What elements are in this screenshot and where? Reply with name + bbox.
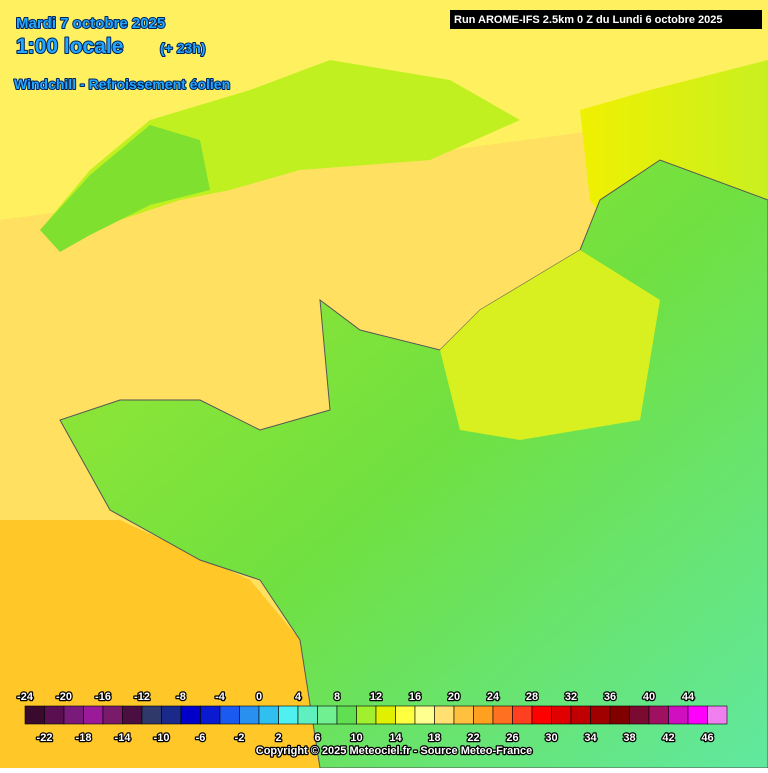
legend-swatch — [83, 705, 104, 725]
date: Mardi 7 octobre 2025 — [16, 15, 165, 32]
legend-label: 14 — [389, 732, 402, 744]
legend-swatch — [531, 705, 552, 725]
legend-label: 22 — [467, 732, 479, 744]
legend-swatch — [122, 705, 143, 725]
legend-swatch — [258, 705, 279, 725]
legend-label: 42 — [662, 732, 674, 744]
legend-label: 4 — [295, 691, 302, 703]
legend-swatch — [512, 705, 533, 725]
parameter: Windchill - Refroissement éolien — [14, 76, 230, 92]
legend-swatch — [375, 705, 396, 725]
legend-label: 20 — [448, 691, 460, 703]
legend-swatch — [629, 705, 650, 725]
legend-swatch — [473, 705, 494, 725]
legend-label: -10 — [154, 732, 170, 744]
legend-swatch — [668, 705, 689, 725]
legend-label: -12 — [134, 691, 150, 703]
legend-swatch — [551, 705, 572, 725]
legend-swatch — [648, 705, 669, 725]
legend-label: 44 — [682, 691, 695, 703]
legend-label: 2 — [275, 732, 281, 744]
legend-label: 16 — [409, 691, 421, 703]
legend-swatch — [434, 705, 455, 725]
cornwall — [40, 125, 210, 252]
time: 1:00 locale — [16, 35, 123, 58]
legend-swatch — [102, 705, 123, 725]
legend-label: 30 — [545, 732, 557, 744]
legend-swatch — [336, 705, 357, 725]
legend-label: -24 — [17, 691, 34, 703]
legend-label: 10 — [350, 732, 362, 744]
legend-label: 38 — [623, 732, 635, 744]
legend-label: 12 — [370, 691, 382, 703]
legend-label: 28 — [526, 691, 538, 703]
legend-swatch — [590, 705, 611, 725]
legend-swatch — [707, 705, 728, 725]
legend-label: -6 — [196, 732, 206, 744]
legend-swatch — [180, 705, 201, 725]
legend-label: 8 — [334, 691, 340, 703]
legend-label: 18 — [428, 732, 440, 744]
legend-label: -22 — [37, 732, 53, 744]
legend-label: -14 — [115, 732, 132, 744]
run-info: Run AROME-IFS 2.5km 0 Z du Lundi 6 octob… — [454, 14, 723, 26]
legend-swatch — [141, 705, 162, 725]
legend-label: -18 — [76, 732, 92, 744]
legend-label: -4 — [215, 691, 226, 703]
legend-label: -20 — [56, 691, 72, 703]
legend-swatch — [297, 705, 318, 725]
legend-label: 36 — [604, 691, 616, 703]
legend-swatch — [609, 705, 630, 725]
legend-swatch — [356, 705, 377, 725]
legend-label: 40 — [643, 691, 655, 703]
legend-swatch — [414, 705, 435, 725]
legend-swatch — [219, 705, 240, 725]
legend-swatch — [317, 705, 338, 725]
legend-swatch — [161, 705, 182, 725]
run-banner — [450, 10, 762, 29]
copyright: Copyright © 2025 Meteociel.fr - Source M… — [256, 745, 532, 757]
legend-label: -8 — [176, 691, 186, 703]
legend-label: -2 — [235, 732, 245, 744]
legend-label: 32 — [565, 691, 577, 703]
legend-label: 46 — [701, 732, 713, 744]
legend-label: 0 — [256, 691, 262, 703]
color-legend: -24-22-20-18-16-14-12-10-8-6-4-202468101… — [16, 690, 728, 745]
legend-swatch — [63, 705, 84, 725]
legend-swatch — [24, 705, 45, 725]
legend-swatch — [239, 705, 260, 725]
legend-label: 34 — [584, 732, 597, 744]
legend-label: 6 — [314, 732, 320, 744]
legend-label: 24 — [487, 691, 500, 703]
legend-swatch — [492, 705, 513, 725]
lead-time: (+ 23h) — [160, 40, 206, 56]
legend-label: 26 — [506, 732, 518, 744]
legend-swatch — [200, 705, 221, 725]
legend-swatch — [395, 705, 416, 725]
legend-label: -16 — [95, 691, 111, 703]
legend-swatch — [453, 705, 474, 725]
legend-swatch — [570, 705, 591, 725]
legend-swatch — [687, 705, 708, 725]
legend-swatch — [44, 705, 65, 725]
legend-swatch — [278, 705, 299, 725]
paris-basin — [440, 250, 660, 440]
